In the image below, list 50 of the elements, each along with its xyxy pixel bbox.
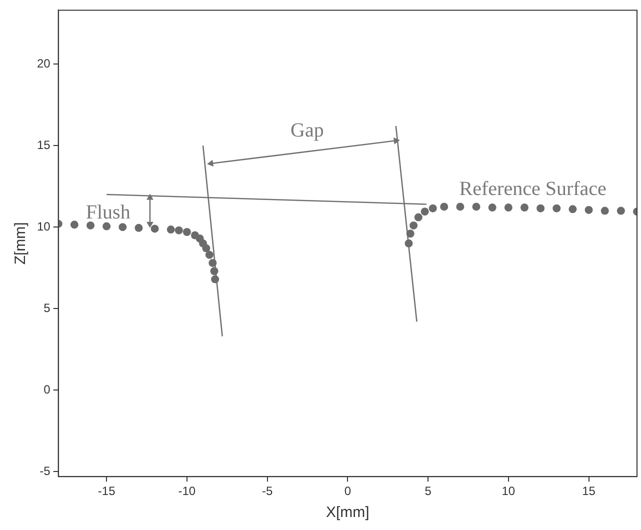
point	[102, 222, 111, 230]
point	[584, 206, 593, 214]
point	[211, 275, 220, 284]
x-tick-label: -15	[98, 484, 116, 498]
point	[616, 206, 625, 215]
point	[420, 208, 429, 216]
y-tick-label: 15	[36, 138, 51, 152]
point	[504, 204, 512, 212]
x-tick-label: -10	[178, 484, 196, 498]
point	[166, 226, 175, 234]
annotation: Gap	[290, 120, 324, 142]
y-tick-label: 5	[44, 300, 51, 315]
point	[404, 239, 413, 248]
y-tick-label: -5	[40, 464, 51, 478]
point	[70, 220, 78, 229]
point	[520, 204, 528, 212]
y-tick-label: 20	[36, 56, 51, 70]
point	[456, 202, 464, 211]
point	[406, 230, 414, 238]
point	[134, 224, 143, 232]
point	[150, 224, 159, 233]
x-tick-label: 10	[502, 484, 516, 498]
point	[488, 204, 496, 212]
point	[568, 205, 577, 214]
point	[414, 213, 422, 222]
point	[205, 250, 214, 259]
point	[552, 204, 561, 212]
point	[440, 202, 448, 211]
x-axis-title: X[mm]	[326, 504, 370, 522]
point	[536, 204, 545, 212]
point	[118, 223, 127, 232]
x-tick-label: 15	[582, 484, 596, 498]
point	[174, 226, 183, 234]
point	[428, 204, 437, 212]
point	[202, 244, 210, 252]
point	[210, 267, 218, 276]
annotation: Flush	[86, 201, 130, 224]
point	[182, 228, 191, 236]
y-tick-label: 0	[44, 382, 51, 396]
x-tick-label: -5	[262, 484, 273, 498]
point	[410, 221, 418, 230]
point	[208, 258, 217, 267]
y-axis-title: Z[mm]	[12, 222, 30, 265]
x-tick-label: 5	[424, 484, 432, 498]
x-tick-label: 0	[344, 484, 352, 498]
annotation: Reference Surface	[459, 178, 607, 200]
point	[86, 221, 94, 230]
point	[472, 202, 480, 211]
y-tick-label: 10	[36, 219, 51, 234]
point	[600, 206, 609, 215]
